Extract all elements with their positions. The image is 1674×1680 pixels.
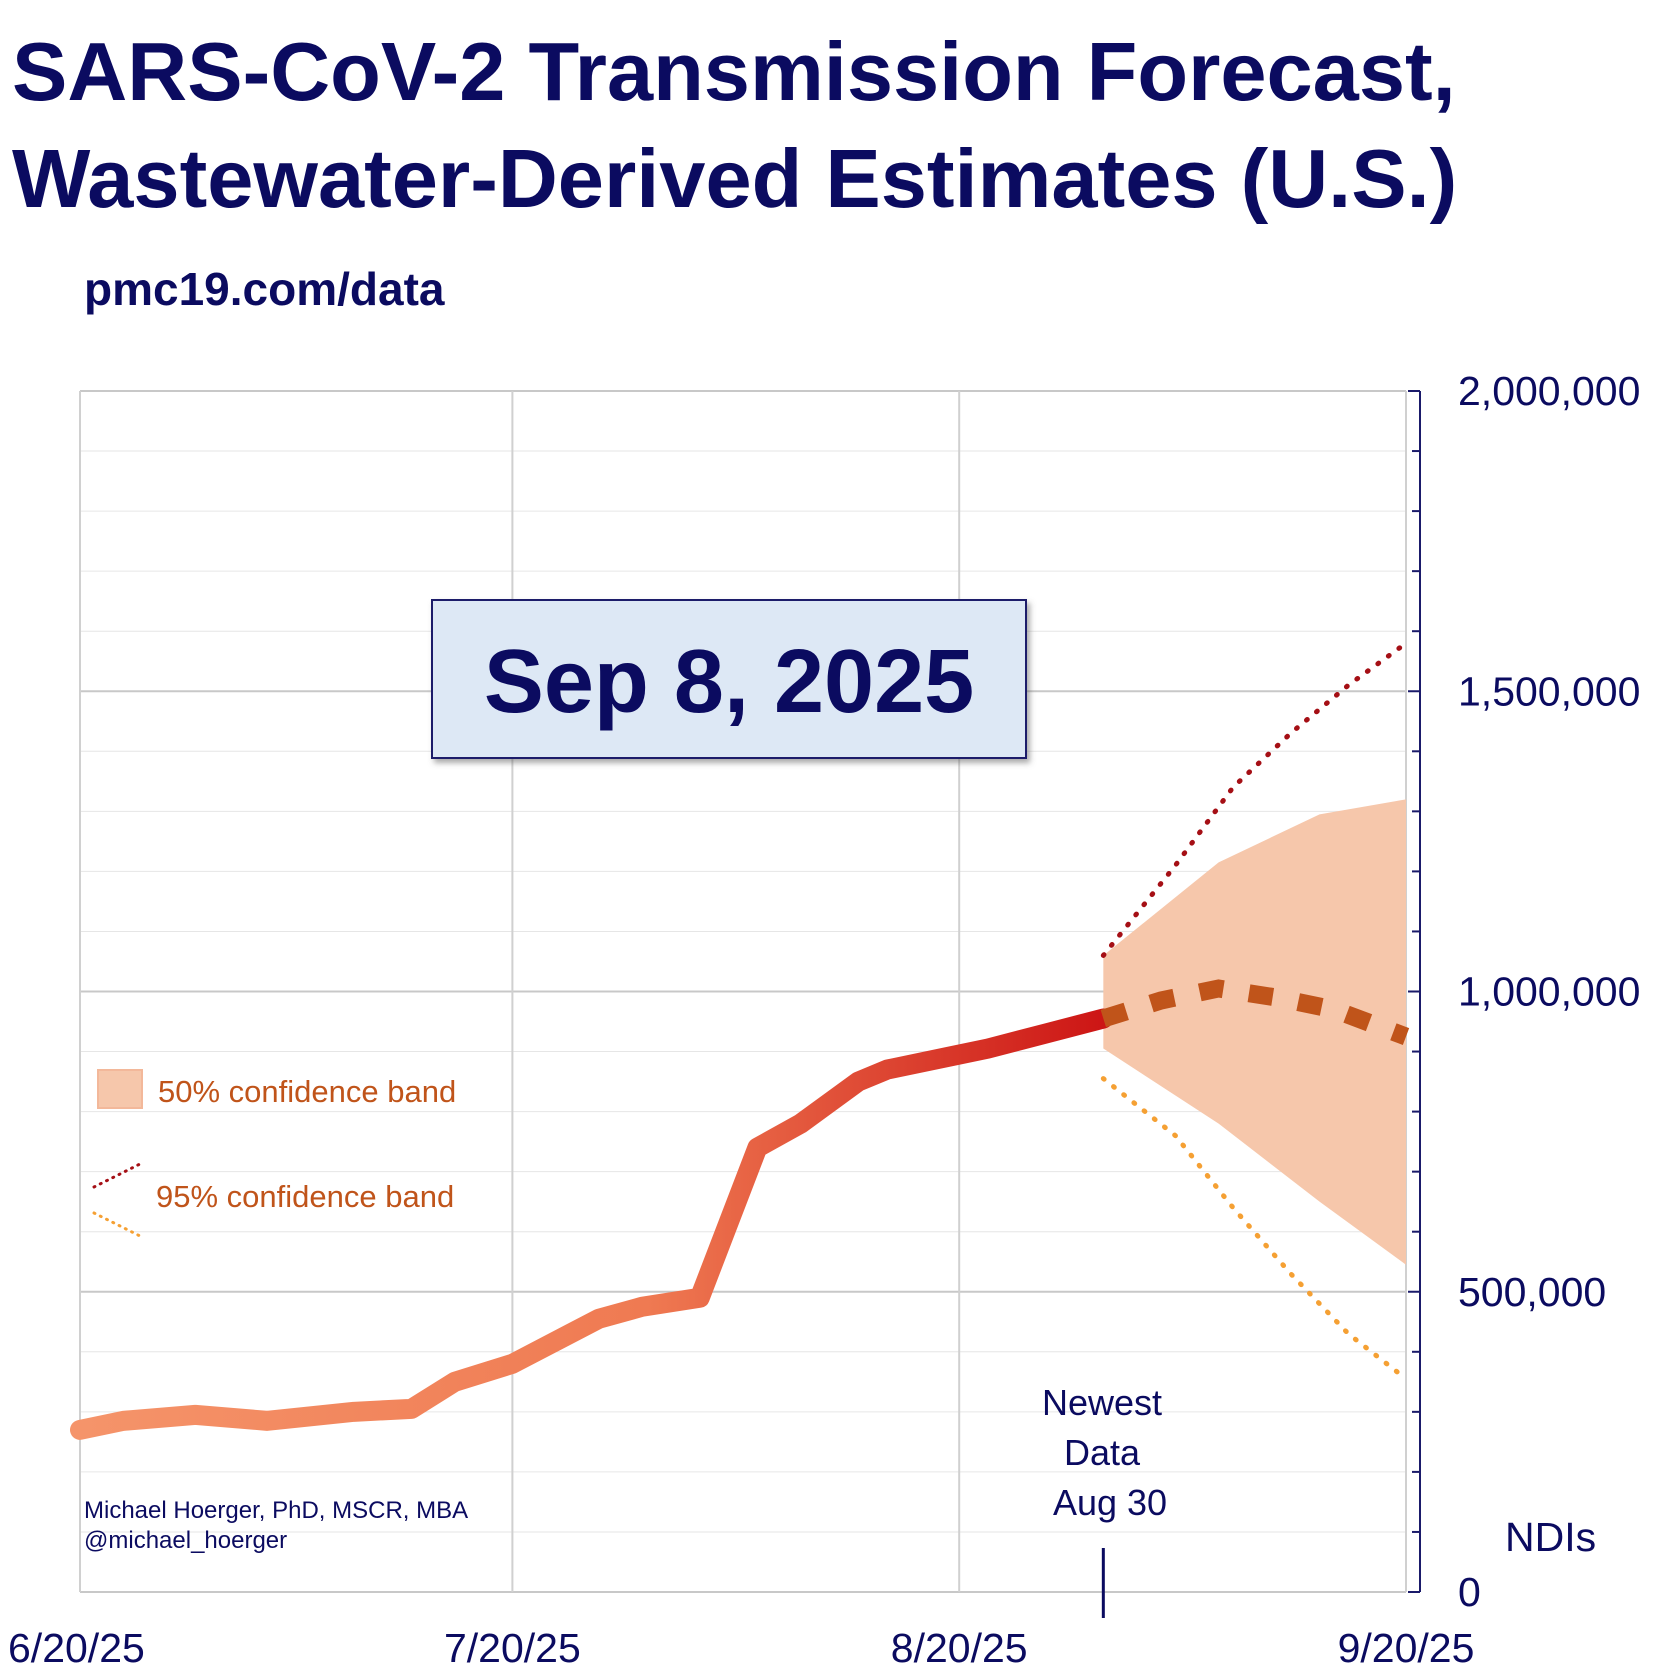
band-95-lower-line bbox=[1100, 1076, 1409, 1382]
date-box-frame bbox=[431, 599, 1027, 759]
legend-swatch-band-95-upper bbox=[92, 1160, 146, 1189]
newest-data-line-1: Newest bbox=[1042, 1382, 1162, 1423]
chart-title: SARS-CoV-2 Transmission Forecast, Wastew… bbox=[12, 18, 1662, 232]
band-95-upper-line bbox=[1100, 640, 1409, 958]
date-box: Sep 8, 2025 bbox=[431, 599, 1027, 759]
title-line-1: SARS-CoV-2 Transmission Forecast, bbox=[12, 25, 1456, 118]
credit-name: Michael Hoerger, PhD, MSCR, MBA bbox=[84, 1497, 468, 1524]
band-50-layer bbox=[1103, 799, 1406, 1265]
newest-data-note: Newest Data Aug 30 bbox=[1042, 1382, 1167, 1523]
y-tick-label: 0 bbox=[1458, 1569, 1481, 1615]
source-url: pmc19.com/data bbox=[84, 263, 445, 315]
x-tick-label: 6/20/25 bbox=[8, 1625, 145, 1671]
y-tick-label: 1,000,000 bbox=[1458, 969, 1640, 1015]
legend-swatch-band-95-lower bbox=[92, 1211, 146, 1240]
axis-layer: 0 500,000 1,000,000 1,500,000 2,000,000 NDIs 6… bbox=[8, 368, 1640, 1671]
y-axis-label: NDIs bbox=[1505, 1514, 1596, 1560]
band-50-area bbox=[1103, 799, 1406, 1265]
x-tick-label: 7/20/25 bbox=[444, 1625, 581, 1671]
legend: 50% confidence band 95% confidence band bbox=[92, 1069, 456, 1240]
title-line-2: Wastewater-Derived Estimates (U.S.) bbox=[12, 132, 1458, 225]
date-box-text: Sep 8, 2025 bbox=[484, 632, 974, 732]
forecast-series-line bbox=[1100, 979, 1410, 1045]
legend-swatch-band-50 bbox=[97, 1069, 143, 1109]
series-layer bbox=[70, 979, 1410, 1440]
credit: Michael Hoerger, PhD, MSCR, MBA @michael… bbox=[84, 1497, 468, 1554]
x-tick-label: 9/20/25 bbox=[1338, 1625, 1475, 1671]
actual-series-line bbox=[70, 1008, 1114, 1440]
band-95-layer bbox=[1100, 640, 1409, 1382]
x-tick-label: 8/20/25 bbox=[891, 1625, 1028, 1671]
legend-label-band-95: 95% confidence band bbox=[156, 1179, 454, 1214]
newest-data-line-3: Aug 30 bbox=[1053, 1482, 1167, 1523]
y-tick-label: 500,000 bbox=[1458, 1269, 1606, 1315]
y-tick-label: 1,500,000 bbox=[1458, 668, 1640, 714]
newest-data-line-2: Data bbox=[1064, 1432, 1141, 1473]
legend-label-band-50: 50% confidence band bbox=[158, 1074, 456, 1109]
credit-handle: @michael_hoerger bbox=[84, 1527, 287, 1554]
y-tick-label: 2,000,000 bbox=[1458, 368, 1640, 414]
